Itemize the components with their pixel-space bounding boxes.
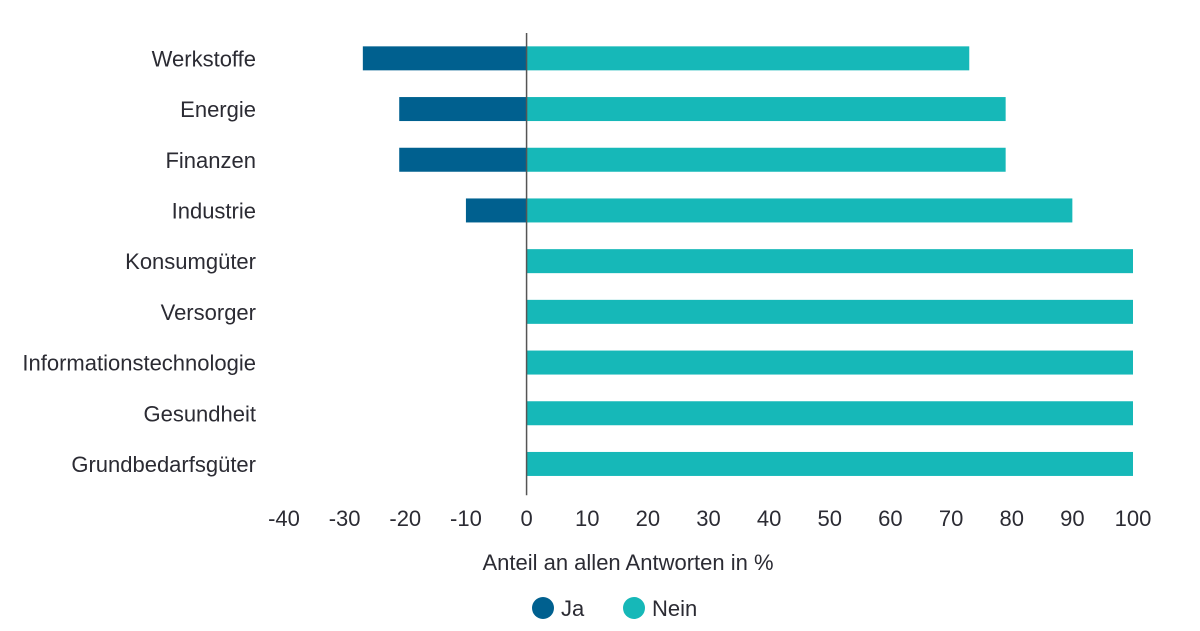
bar-nein-konsumguter — [526, 249, 1133, 274]
x-axis-ticks: -40 -30 -20 -10 0 10 20 30 40 50 60 70 80 90 100 — [268, 506, 1151, 531]
x-tick-label: -40 — [268, 506, 300, 531]
legend-label-ja: Ja — [561, 596, 585, 621]
x-tick-label: -30 — [329, 506, 361, 531]
x-tick-label: 0 — [520, 506, 532, 531]
legend-swatch-ja — [532, 597, 554, 619]
category-label-finanzen: Finanzen — [165, 148, 256, 173]
x-tick-label: 40 — [757, 506, 781, 531]
x-tick-label: 100 — [1115, 506, 1152, 531]
bar-nein-grundbedarfsguter — [526, 451, 1133, 476]
x-tick-label: 10 — [575, 506, 599, 531]
bar-nein-werkstoffe — [526, 46, 970, 71]
bar-ja-industrie — [465, 198, 527, 223]
category-label-konsumguter: Konsumgüter — [125, 249, 256, 274]
x-tick-label: 50 — [818, 506, 842, 531]
legend: Ja Nein — [532, 596, 697, 621]
bar-nein-industrie — [526, 198, 1073, 223]
x-tick-label: 30 — [696, 506, 720, 531]
bar-nein-energie — [526, 97, 1006, 122]
category-label-industrie: Industrie — [172, 198, 256, 223]
x-tick-label: -10 — [450, 506, 482, 531]
x-tick-label: 70 — [939, 506, 963, 531]
bar-nein-informationstechnologie — [526, 350, 1133, 375]
category-label-informationstechnologie: Informationstechnologie — [22, 351, 256, 376]
x-tick-label: 90 — [1060, 506, 1084, 531]
bar-ja-finanzen — [399, 147, 527, 172]
legend-label-nein: Nein — [652, 596, 697, 621]
bars-layer — [362, 46, 1133, 476]
category-label-energie: Energie — [180, 97, 256, 122]
x-tick-label: 20 — [636, 506, 660, 531]
bar-ja-werkstoffe — [362, 46, 527, 71]
category-label-werkstoffe: Werkstoffe — [152, 46, 256, 71]
category-label-gesundheit: Gesundheit — [143, 401, 256, 426]
bar-nein-gesundheit — [526, 401, 1133, 426]
category-labels: Werkstoffe Energie Finanzen Industrie Konsum… — [22, 46, 256, 477]
category-label-versorger: Versorger — [161, 300, 256, 325]
x-axis-title: Anteil an allen Antworten in % — [482, 550, 773, 575]
category-label-grundbedarfsguter: Grundbedarfsgüter — [71, 452, 256, 477]
x-tick-label: 60 — [878, 506, 902, 531]
legend-swatch-nein — [623, 597, 645, 619]
bar-nein-finanzen — [526, 147, 1006, 172]
bar-ja-energie — [399, 97, 527, 122]
x-tick-label: -20 — [389, 506, 421, 531]
bar-nein-versorger — [526, 299, 1133, 324]
x-tick-label: 80 — [999, 506, 1023, 531]
